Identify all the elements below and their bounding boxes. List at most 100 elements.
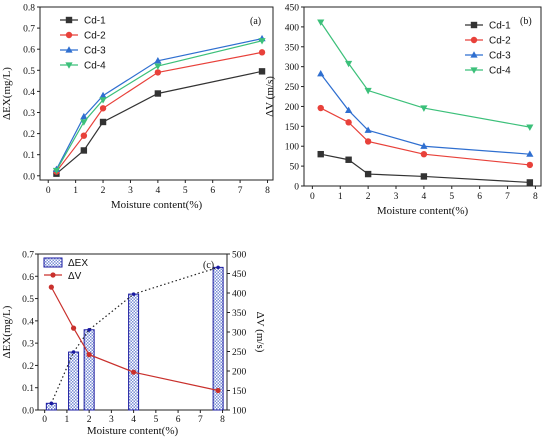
legend-marker [65, 16, 73, 24]
y-tick-label: 0 [294, 183, 299, 193]
x-axis-label: Moisture content(%) [377, 205, 469, 217]
x-tick-label: 3 [109, 415, 114, 425]
data-point [345, 119, 352, 126]
bar-top-point [71, 350, 76, 354]
series-line [56, 70, 263, 175]
dv-point [215, 387, 221, 394]
y-right-tick-label: 400 [232, 290, 247, 300]
x-tick-label: 0 [46, 186, 51, 196]
x-tick-label: 5 [153, 415, 158, 425]
y-tick-label: 0.2 [22, 362, 34, 372]
y-tick-label: 0.3 [23, 109, 35, 119]
data-point [317, 150, 324, 158]
x-tick-label: 5 [183, 186, 188, 196]
x-tick-label: 1 [65, 415, 70, 425]
y-right-tick-label: 100 [232, 407, 247, 417]
legend-label: Cd-2 [489, 36, 511, 47]
legend-label: Cd-4 [84, 61, 106, 72]
data-point [420, 150, 428, 158]
x-tick-label: 4 [422, 192, 427, 202]
data-point [420, 173, 428, 180]
legend-label: Cd-3 [489, 51, 511, 62]
x-tick-label: 7 [198, 415, 203, 425]
data-point [420, 105, 428, 112]
x-axis-label: Moisture content(%) [111, 199, 203, 211]
y-tick-label: 250 [285, 83, 300, 93]
y-tick-label: 450 [285, 4, 300, 14]
data-point [80, 119, 88, 126]
y-axis-label: ΔEX(mg/L) [1, 305, 13, 358]
y-tick-label: 350 [285, 43, 300, 53]
bar-top-point [216, 265, 220, 270]
data-point [317, 70, 325, 77]
plot-frame [39, 6, 274, 181]
legend-marker [65, 31, 73, 39]
data-point [154, 69, 162, 76]
bar-top-point [49, 401, 54, 406]
legend-label: Cd-2 [84, 31, 106, 42]
dv-point [48, 284, 54, 290]
x-tick-label: 4 [131, 415, 136, 425]
y-tick-label: 0.1 [22, 384, 34, 394]
x-tick-label: 8 [220, 415, 225, 425]
chart-panel-c: 0 1 2 3 4 5 6 7 8 0.0 0.1 0.2 0.3 0.4 0.5 0.6 0.7 100 150 2… [1, 251, 266, 438]
dv-point [131, 369, 137, 375]
data-point [364, 170, 372, 178]
x-axis-label: Moisture content(%) [87, 425, 179, 437]
legend-marker [470, 67, 478, 74]
data-point [526, 124, 534, 131]
data-point [526, 150, 534, 157]
data-point [99, 97, 107, 104]
y-tick-label: 0.7 [22, 251, 34, 261]
y-tick-label: 0.8 [23, 4, 35, 14]
x-tick-label: 0 [310, 192, 315, 202]
y-tick-label: 0.6 [23, 46, 35, 56]
x-tick-label: 3 [128, 186, 133, 196]
y-right-axis-label: ΔV (m/s) [254, 312, 266, 353]
data-point [52, 167, 61, 175]
legend-marker [65, 46, 73, 53]
x-tick-label: 1 [338, 192, 343, 202]
x-tick-label: 8 [533, 192, 538, 202]
y-tick-label: 0.6 [22, 273, 34, 283]
data-point [80, 132, 88, 139]
legend-bar-swatch [43, 257, 63, 268]
plot-frame [303, 6, 542, 187]
x-tick-label: 4 [155, 186, 160, 196]
data-point [364, 138, 372, 145]
series-line [320, 73, 530, 155]
data-point [99, 105, 107, 112]
data-point [154, 56, 162, 64]
x-tick-label: 7 [505, 192, 510, 202]
y-tick-label: 300 [285, 63, 300, 73]
dv-point [70, 325, 77, 331]
x-tick-label: 7 [238, 186, 243, 196]
y-tick-label: 400 [285, 23, 300, 33]
data-point [345, 60, 353, 68]
chart-panel-a: 0 1 2 3 4 5 6 7 8 0.0 0.1 0.2 0.3 0.4 0.5 0.6 0.7 0.8 Mois… [1, 4, 274, 211]
data-point [80, 147, 88, 154]
data-point [420, 142, 428, 149]
panel-label: (b) [520, 16, 532, 27]
data-point [154, 63, 162, 70]
data-point [154, 90, 162, 97]
y-right-tick-label: 200 [232, 368, 247, 378]
y-tick-label: 150 [285, 123, 300, 133]
x-tick-label: 2 [366, 192, 371, 202]
data-point [364, 126, 372, 133]
y-tick-label: 0.5 [22, 295, 34, 305]
y-right-tick-label: 350 [232, 309, 247, 319]
bar [83, 329, 95, 411]
data-point [317, 19, 325, 26]
y-right-tick-label: 450 [232, 270, 247, 280]
x-tick-label: 2 [87, 415, 92, 425]
x-tick-label: 8 [265, 186, 270, 196]
y-tick-label: 0.0 [22, 407, 34, 417]
y-tick-label: 0.1 [23, 151, 35, 161]
bar [68, 351, 80, 411]
legend-label: ΔEX [68, 258, 88, 269]
panel-label: (c) [203, 260, 214, 271]
legend-label: ΔV [68, 271, 82, 282]
y-tick-label: 0.3 [22, 340, 34, 350]
